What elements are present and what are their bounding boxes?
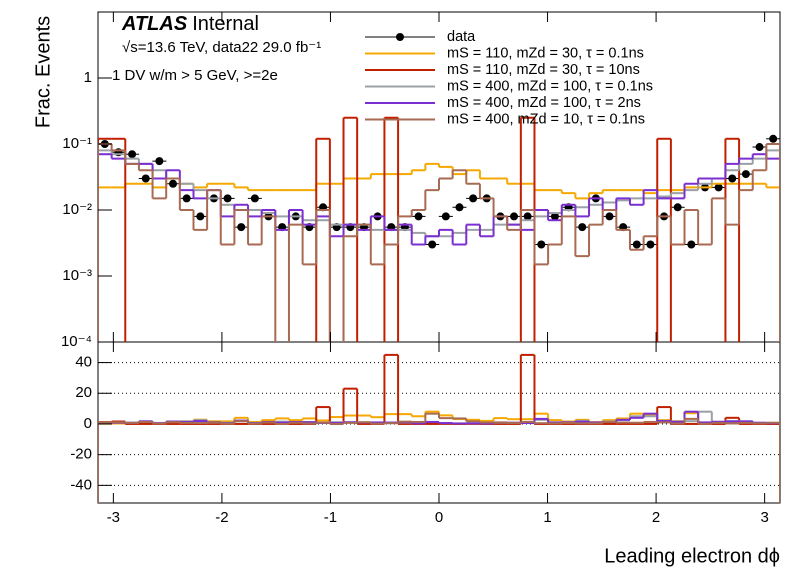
data-point [223,194,232,203]
atlas: ATLAS [121,13,188,35]
selection-label: 1 DV w/m > 5 GeV, >=2e [112,67,278,84]
y-tick-label: 1 [84,69,92,86]
data-point [550,212,559,221]
x-tick-label: 3 [760,509,768,526]
y-tick-label: -20 [70,446,92,463]
data-point [250,194,259,203]
data-point [755,143,764,152]
y-tick-label: -40 [70,476,92,493]
y-tick-label: 10⁻³ [62,267,92,284]
status: Internal [192,13,259,35]
x-tick-label: 2 [652,509,660,526]
data-point [510,212,519,221]
y-tick-label: 10⁻² [62,201,92,218]
y-axis-label: Frac. Events [32,16,54,128]
x-tick-label: -2 [215,509,228,526]
data-point [769,134,778,143]
legend-label: mS = 400, mZd = 100, τ = 2ns [447,95,641,111]
data-point [523,212,532,221]
data-point [414,212,423,221]
data-point [741,170,750,179]
legend-label: mS = 110, mZd = 30, τ = 10ns [447,62,640,78]
legend-label: mS = 400, mZd = 10, τ = 0.1ns [447,111,645,127]
data-point [141,174,150,183]
data-point [128,150,137,159]
data-point [605,212,614,221]
y-tick-label: 10⁻⁴ [61,333,92,350]
plot-area [98,353,780,503]
data-point [441,212,450,221]
energy-label: √s=13.6 TeV, data22 29.0 fb⁻¹ [122,39,321,56]
data-point [469,194,478,203]
y-tick-label: 10⁻¹ [62,135,92,152]
data-point [237,223,246,232]
data-point [728,174,737,183]
data-point [687,240,696,249]
x-tick-label: 1 [543,509,551,526]
data-point [182,194,191,203]
y-tick-label: 20 [75,384,92,401]
data-point [196,212,205,221]
atlas-label: ATLAS Internal [121,13,259,35]
y-tick-label: 40 [75,354,92,371]
data-point [169,179,178,188]
x-tick-label: 0 [435,509,443,526]
data-point [155,157,164,166]
legend-marker [396,33,404,41]
x-tick-label: -3 [107,509,120,526]
data-point [428,240,437,249]
data-point [578,223,587,232]
data-point [455,203,464,212]
upper-frame [97,11,781,343]
data-point [632,240,641,249]
x-tick-label: -1 [324,509,337,526]
data-point [646,240,655,249]
legend-label: mS = 400, mZd = 100, τ = 0.1ns [447,78,653,94]
legend-label: mS = 110, mZd = 30, τ = 0.1ns [447,45,644,61]
data-point [714,183,723,192]
x-axis-label: Leading electron dϕ [604,545,780,567]
data-point [673,203,682,212]
y-tick-label: 0 [84,415,92,432]
legend-label: data [447,29,476,45]
data-point [537,240,546,249]
